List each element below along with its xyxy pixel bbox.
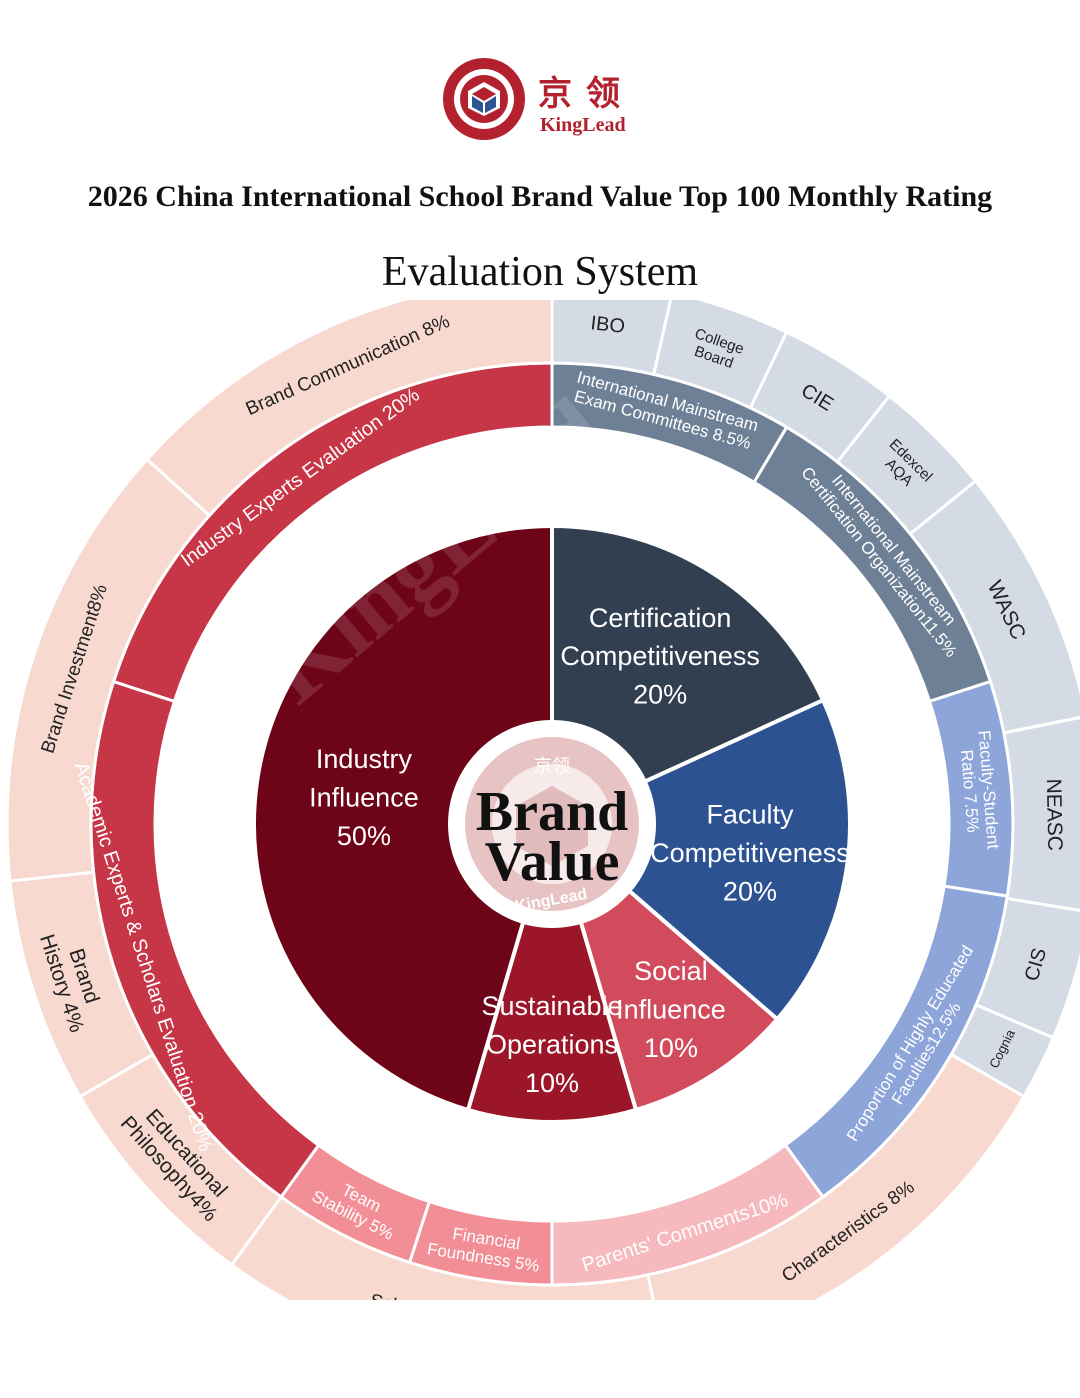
center-title-line2: Value — [485, 831, 620, 893]
inner-label-line: 50% — [337, 821, 391, 851]
outer-segment-8 — [646, 1052, 1027, 1300]
outer-label-5: NEASC — [1042, 778, 1066, 851]
inner-label-line: Faculty — [706, 800, 794, 830]
inner-label-line: Competitiveness — [560, 641, 760, 671]
inner-label-line: Social — [634, 956, 708, 986]
center-seal-top: 京领 — [534, 756, 570, 777]
kinglead-logo: 京领 KingLead — [440, 56, 650, 142]
inner-label-line: 10% — [644, 1033, 698, 1063]
inner-label-line: 20% — [633, 680, 687, 710]
outer-segment-0 — [550, 300, 673, 377]
inner-label-line: Industry — [316, 744, 413, 774]
center-badge: 京领 KingLead Brand Value — [448, 720, 656, 928]
inner-label-line: Influence — [616, 995, 726, 1025]
inner-label-2: Social Influence 10% — [616, 956, 726, 1063]
inner-label-line: Operations — [486, 1029, 618, 1059]
outer-segment-5 — [1002, 716, 1080, 912]
inner-label-3: Sustainable Operations 10% — [481, 991, 622, 1098]
inner-label-line: Certification — [589, 603, 732, 633]
inner-label-line: Influence — [309, 782, 419, 812]
logo-english-name: KingLead — [540, 114, 626, 136]
kinglead-seal-icon — [443, 58, 525, 140]
page-title: 2026 China International School Brand Va… — [87, 180, 993, 213]
inner-label-line: Competitiveness — [650, 838, 850, 868]
inner-label-0: Certification Competitiveness 20% — [560, 603, 760, 710]
center-title-line1: Brand — [476, 781, 629, 843]
inner-label-1: Faculty Competitiveness 20% — [650, 800, 850, 907]
logo-chinese-name: 京领 — [538, 74, 634, 114]
outer-label-0: IBO — [589, 312, 626, 338]
separator-ring — [155, 427, 949, 1221]
outer-segment-13 — [144, 300, 554, 518]
inner-label-line: Sustainable — [481, 991, 622, 1021]
outer-label-line: IBO — [589, 312, 626, 338]
inner-label-line: 10% — [525, 1068, 579, 1098]
sunburst-chart: KingLead Certification Competitiveness 20%… — [5, 300, 1080, 1300]
page-subtitle: Evaluation System — [381, 249, 699, 295]
inner-label-4: Industry Influence 50% — [309, 744, 419, 851]
outer-label-line: NEASC — [1042, 778, 1066, 851]
inner-label-line: 20% — [723, 876, 777, 906]
